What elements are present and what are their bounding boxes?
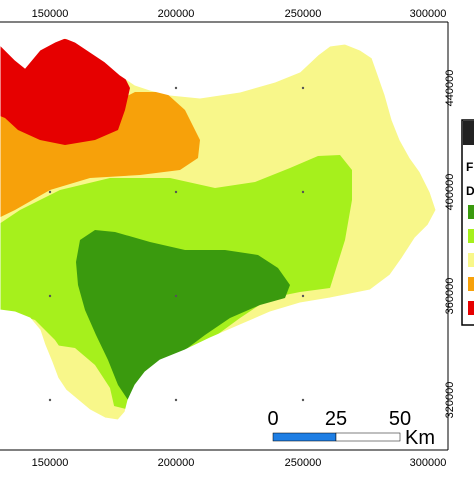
scale-bar: 0 25 50 Km [267, 408, 435, 449]
legend-subtitle-partial: D [466, 184, 474, 198]
legend-swatch-dark-green [468, 205, 474, 219]
scale-segment-filled [272, 432, 337, 442]
legend-swatch-orange [468, 277, 474, 291]
top-tick-label: 150000 [32, 8, 69, 20]
legend-swatch-light-green [468, 229, 474, 243]
bottom-tick-label: 250000 [285, 457, 322, 469]
legend-swatch-pale-yellow [468, 253, 474, 267]
legend: F D [461, 119, 474, 326]
zone-red [0, 38, 130, 145]
right-axis: 440000 400000 360000 320000 [444, 70, 456, 419]
bottom-tick-label: 300000 [410, 457, 447, 469]
legend-swatch-red [468, 301, 474, 315]
top-tick-label: 250000 [285, 8, 322, 20]
region-outline [0, 37, 437, 421]
grid-tick-marks [48, 86, 305, 402]
zone-pale-yellow-south [52, 345, 115, 420]
scale-unit: Km [405, 427, 435, 449]
scale-label-0: 0 [267, 408, 278, 430]
scale-label-50: 50 [389, 408, 411, 430]
legend-title-partial: F [466, 160, 473, 174]
bottom-tick-label: 200000 [158, 457, 195, 469]
scale-segment-empty [335, 432, 401, 442]
top-tick-label: 300000 [410, 8, 447, 20]
right-tick-label: 360000 [444, 278, 456, 315]
legend-header-block [463, 121, 474, 145]
top-tick-label: 200000 [158, 8, 195, 20]
bottom-axis: 150000 200000 250000 300000 [32, 457, 447, 469]
right-tick-label: 320000 [444, 382, 456, 419]
top-axis: 150000 200000 250000 300000 [32, 8, 447, 20]
right-tick-label: 440000 [444, 70, 456, 107]
right-tick-label: 400000 [444, 174, 456, 211]
legend-box [461, 119, 474, 326]
bottom-tick-label: 150000 [32, 457, 69, 469]
zone-dark-green [76, 230, 290, 400]
scale-label-25: 25 [325, 408, 347, 430]
